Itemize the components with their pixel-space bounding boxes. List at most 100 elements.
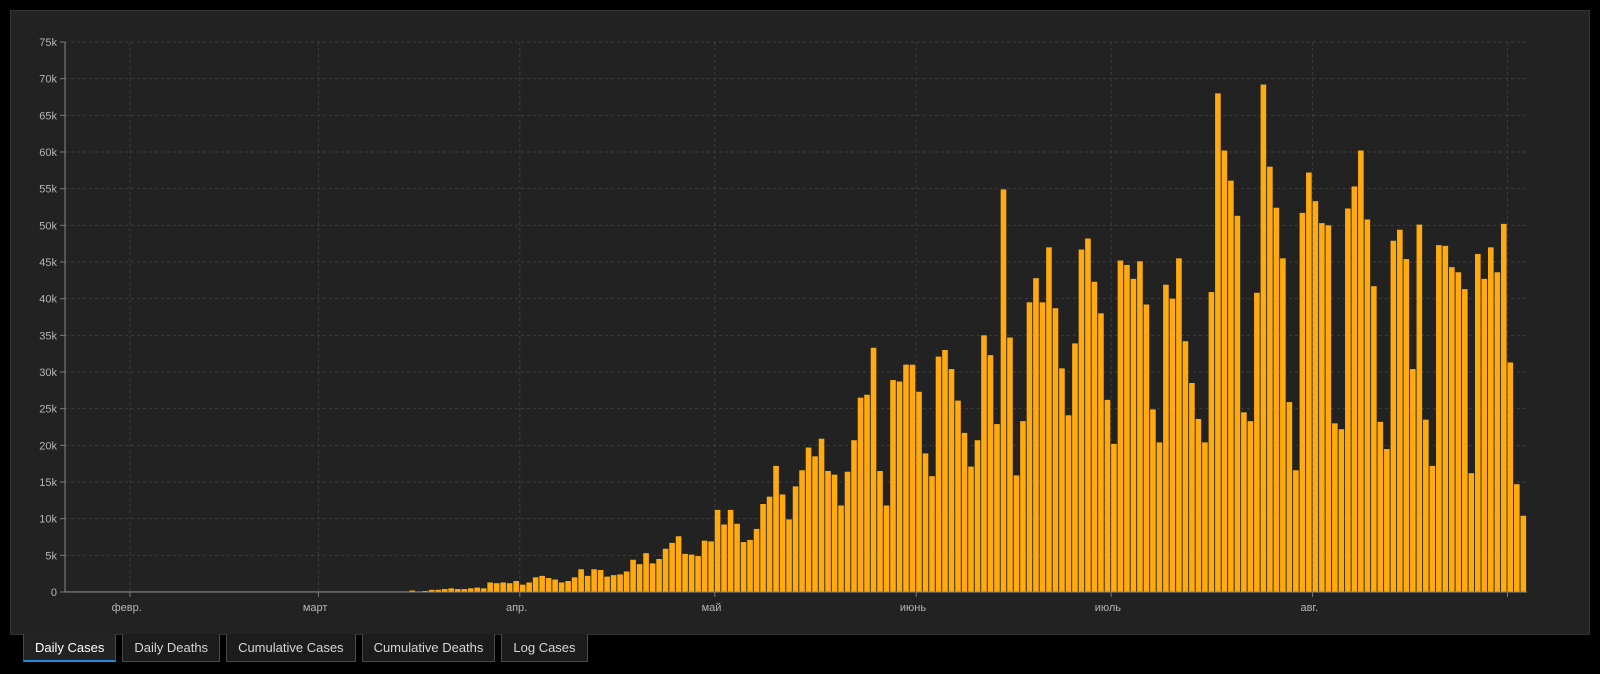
bar — [1104, 399, 1111, 592]
bar — [656, 559, 662, 592]
bar — [1052, 308, 1059, 592]
bar — [1416, 224, 1423, 592]
tab-log-cases[interactable]: Log Cases — [501, 634, 588, 662]
bar — [506, 583, 513, 592]
bar — [1429, 465, 1436, 592]
bar — [597, 570, 604, 592]
bar — [942, 350, 948, 592]
bar — [955, 400, 961, 592]
bar — [968, 466, 974, 592]
bar — [1033, 278, 1039, 592]
bar — [1176, 258, 1182, 592]
bar — [1494, 272, 1501, 592]
bar — [896, 381, 903, 592]
axes-layer: 0 5k 10k 15k 20k 25k 30k 35k 40k 45k 50k 55k 60k 65k 7… — [39, 37, 1527, 614]
bar — [539, 575, 545, 592]
bar — [883, 505, 890, 592]
tab-daily-cases[interactable]: Daily Cases — [23, 634, 117, 662]
bar — [1475, 253, 1481, 592]
bar — [1117, 260, 1124, 592]
daily-cases-chart: 0 5k 10k 15k 20k 25k 30k 35k 40k 45k 50k 55k 60k 65k 7… — [39, 37, 1527, 614]
y-tick-label: 50k — [39, 220, 57, 232]
bar — [623, 571, 630, 592]
y-tick-label: 40k — [39, 294, 57, 306]
bar — [500, 582, 506, 592]
bar — [1234, 215, 1241, 593]
tab-cumulative-cases[interactable]: Cumulative Cases — [226, 634, 356, 662]
bar — [812, 456, 818, 592]
bar — [773, 465, 779, 592]
bar — [695, 556, 701, 592]
bars-layer — [65, 84, 1527, 593]
bar — [610, 575, 617, 592]
bar — [1150, 409, 1156, 592]
bar — [766, 496, 773, 592]
bar — [1312, 201, 1319, 592]
bar — [890, 380, 896, 592]
y-tick-label: 15k — [39, 477, 57, 489]
x-tick-label: авг. — [1300, 602, 1318, 614]
chart-tabs: Daily Cases Daily Deaths Cumulative Case… — [23, 634, 588, 662]
bar — [578, 569, 584, 592]
bar — [441, 589, 448, 592]
bar — [857, 397, 864, 592]
bar — [513, 581, 519, 592]
bar — [1111, 443, 1117, 592]
x-tick-label: март — [303, 602, 328, 614]
bar — [877, 471, 883, 592]
tab-daily-deaths[interactable]: Daily Deaths — [122, 634, 221, 662]
bar — [565, 581, 571, 592]
bar — [1000, 189, 1007, 592]
bar — [1371, 286, 1377, 592]
y-tick-label: 75k — [39, 37, 57, 49]
bar — [1013, 475, 1020, 592]
bar — [617, 574, 623, 592]
y-tick-label: 35k — [39, 330, 57, 342]
bar — [1202, 442, 1208, 592]
bar — [760, 504, 766, 592]
bar — [1143, 304, 1150, 592]
y-tick-label: 65k — [39, 110, 57, 122]
x-tick-label: июнь — [900, 602, 926, 614]
bar — [1319, 223, 1325, 592]
bar — [1163, 284, 1169, 592]
bar — [584, 575, 591, 592]
bar — [805, 447, 812, 592]
y-tick-label: 0 — [51, 587, 57, 599]
bar — [1423, 419, 1429, 592]
bar — [870, 347, 877, 592]
bar — [1514, 484, 1520, 592]
bar — [409, 590, 415, 592]
bar — [708, 541, 714, 592]
bar — [1384, 449, 1390, 592]
bar — [1325, 225, 1332, 593]
bar — [1124, 264, 1130, 592]
bar — [1046, 247, 1052, 593]
bar — [1072, 343, 1078, 592]
tab-cumulative-deaths[interactable]: Cumulative Deaths — [361, 634, 496, 662]
bar — [487, 582, 493, 592]
bar — [480, 588, 487, 592]
bar — [935, 356, 942, 592]
bar — [1091, 281, 1098, 592]
bar — [1267, 166, 1273, 592]
bar — [1286, 402, 1293, 592]
y-tick-label: 10k — [39, 514, 57, 526]
bar — [1364, 219, 1371, 592]
bar — [1208, 292, 1215, 592]
bar — [844, 471, 851, 592]
bar — [526, 582, 532, 592]
bar — [1501, 223, 1507, 592]
bar — [981, 335, 987, 592]
bar — [675, 536, 682, 592]
bar — [552, 579, 558, 592]
bar — [519, 584, 526, 592]
bar — [1345, 208, 1351, 592]
bar — [1007, 337, 1013, 592]
bar — [987, 355, 994, 592]
x-tick-label: май — [702, 602, 722, 614]
bar — [721, 524, 727, 592]
bar — [1059, 368, 1065, 592]
bar — [916, 391, 922, 592]
bar — [1436, 245, 1442, 592]
